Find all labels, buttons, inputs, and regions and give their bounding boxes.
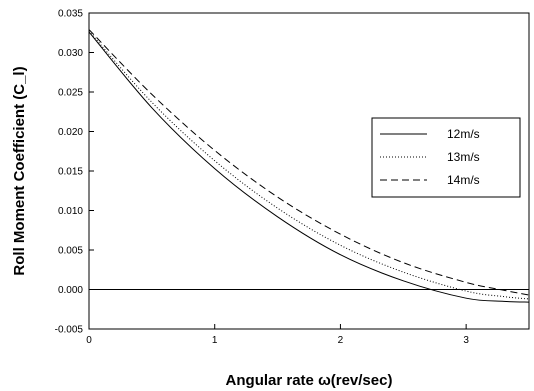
series-line-3 <box>88 29 530 296</box>
legend-box <box>371 117 521 198</box>
y-tick-label: 0.030 <box>58 48 83 59</box>
series-line-2 <box>88 30 530 300</box>
legend-label-14ms: 14m/s <box>447 173 480 187</box>
y-tick-label: 0.025 <box>58 88 83 99</box>
x-axis-ticks: 0 1 2 3 <box>86 324 469 346</box>
y-tick-label: 0.015 <box>58 167 83 178</box>
x-tick-label: 2 <box>338 335 344 346</box>
x-axis-title: Angular rate ω(rev/sec) <box>226 372 393 389</box>
y-tick-label: 0.035 <box>58 9 83 20</box>
y-tick-label: 0.020 <box>58 127 83 138</box>
series-line-1 <box>88 31 530 303</box>
legend: 12m/s 13m/s 14m/s <box>371 117 521 198</box>
y-tick-label: 0.005 <box>58 246 83 257</box>
x-tick-label: 3 <box>463 335 469 346</box>
y-axis-ticks: -0.005 0.000 0.005 0.010 0.015 0.020 0.025 0.03… <box>55 9 94 336</box>
x-tick-label: 0 <box>86 335 92 346</box>
series-lines <box>88 29 530 303</box>
x-tick-label: 1 <box>212 335 218 346</box>
legend-label-12ms: 12m/s <box>447 127 480 141</box>
y-tick-label: 0.010 <box>58 206 83 217</box>
legend-label-13ms: 13m/s <box>447 150 480 164</box>
y-tick-label: -0.005 <box>55 325 84 336</box>
y-axis-title: Roll Moment Coefficient (C_l) <box>11 66 28 275</box>
y-tick-label: 0.000 <box>58 285 83 296</box>
